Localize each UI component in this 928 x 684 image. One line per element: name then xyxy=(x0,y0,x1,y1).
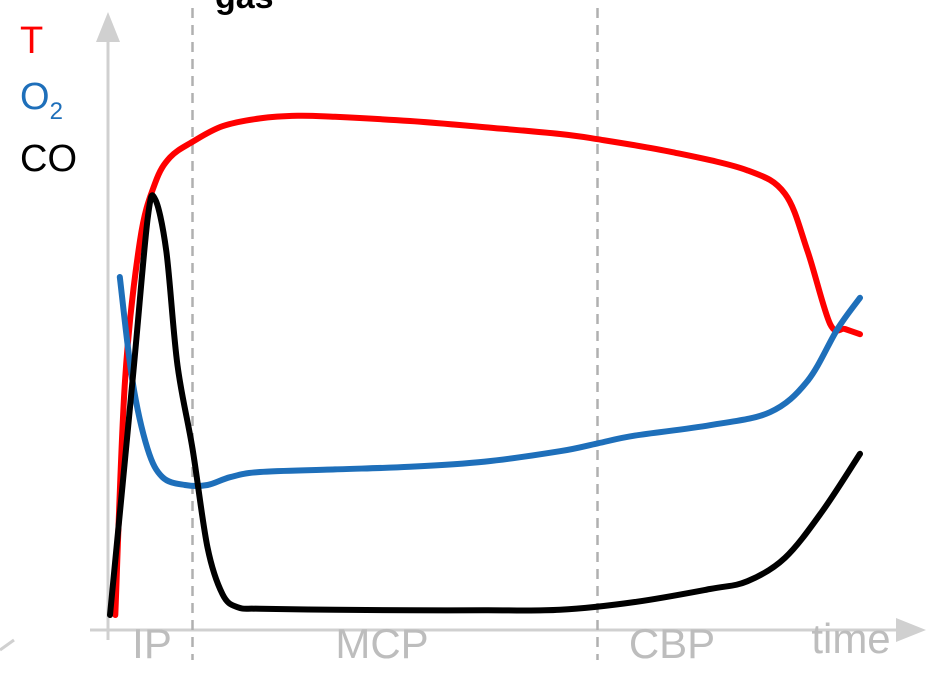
series-group xyxy=(107,112,863,618)
legend-item-co: CO xyxy=(20,140,77,178)
series-line-oxygen xyxy=(116,274,863,489)
series-line-temperature xyxy=(112,112,863,618)
legend-item-t: T xyxy=(20,22,43,60)
chart-title: gas xyxy=(215,0,274,17)
legend-label-t: T xyxy=(20,20,44,62)
series-line-carbon-monoxide xyxy=(107,192,863,618)
legend-label-co: CO xyxy=(20,138,77,180)
axis-fragment xyxy=(0,638,15,652)
legend-subscript-o2: 2 xyxy=(49,98,63,125)
legend-label-o2: O xyxy=(20,76,50,118)
x-axis-label: time xyxy=(811,615,891,662)
phase-label-ip: IP xyxy=(132,620,172,667)
y-axis-arrowhead xyxy=(96,12,120,42)
axes xyxy=(0,12,926,652)
phase-label-cbp: CBP xyxy=(628,620,716,667)
phase-lines xyxy=(191,8,599,660)
phase-label-mcp: MCP xyxy=(335,620,429,667)
x-axis-arrowhead xyxy=(896,618,926,642)
legend-item-o2: O2 xyxy=(20,78,63,124)
